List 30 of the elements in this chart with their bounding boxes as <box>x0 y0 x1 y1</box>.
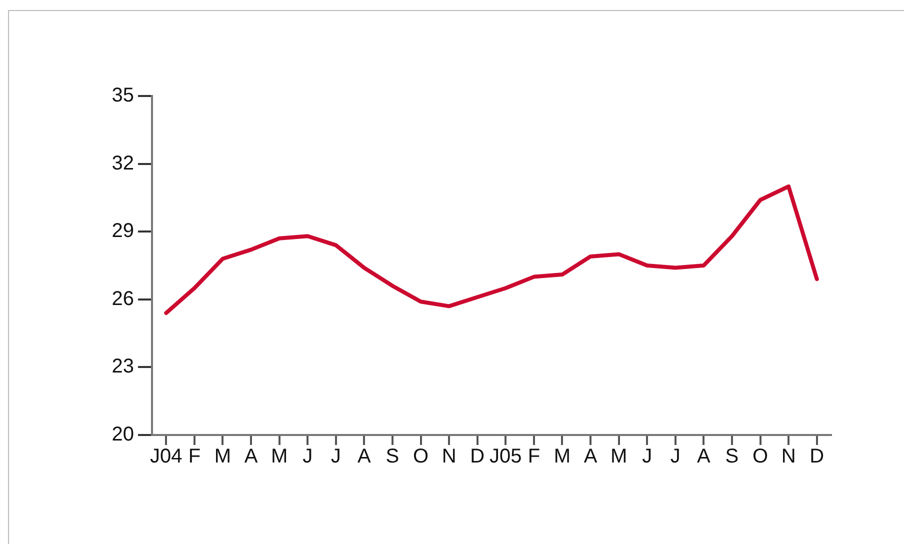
x-tick-label: F <box>528 446 540 468</box>
x-tick-label: M <box>270 446 288 468</box>
x-tick-label: S <box>386 446 400 468</box>
x-tick-label: J <box>330 446 341 468</box>
x-tick-label: M <box>554 446 571 468</box>
y-tick-label: 20 <box>112 424 134 446</box>
x-tick-label: N <box>442 446 456 468</box>
y-tick-label: 32 <box>112 152 134 174</box>
x-tick-label: J <box>302 446 313 468</box>
x-tick-label: D <box>470 446 485 468</box>
x-tick-label: A <box>584 446 598 468</box>
x-tick-label: M <box>610 446 628 468</box>
x-tick-label: A <box>697 446 712 468</box>
x-tick-label: A <box>358 446 372 468</box>
x-tick-label: D <box>810 446 824 468</box>
y-tick-label: 29 <box>112 220 134 242</box>
x-tick-label: M <box>214 446 232 468</box>
y-tick-label: 35 <box>112 84 134 107</box>
x-tick-label: F <box>188 446 201 468</box>
x-tick-label: O <box>752 446 768 468</box>
x-tick-label: N <box>781 446 796 468</box>
y-tick-label: 26 <box>112 288 134 310</box>
x-tick-label: A <box>244 446 258 468</box>
x-tick-label: S <box>725 446 739 468</box>
x-tick-label: O <box>412 446 429 468</box>
x-tick-label: J <box>670 446 680 468</box>
x-tick-label: J04 <box>150 446 182 468</box>
x-tick-label: J <box>642 446 652 468</box>
y-tick-label: 23 <box>112 356 134 378</box>
x-tick-label: J05 <box>490 446 522 468</box>
